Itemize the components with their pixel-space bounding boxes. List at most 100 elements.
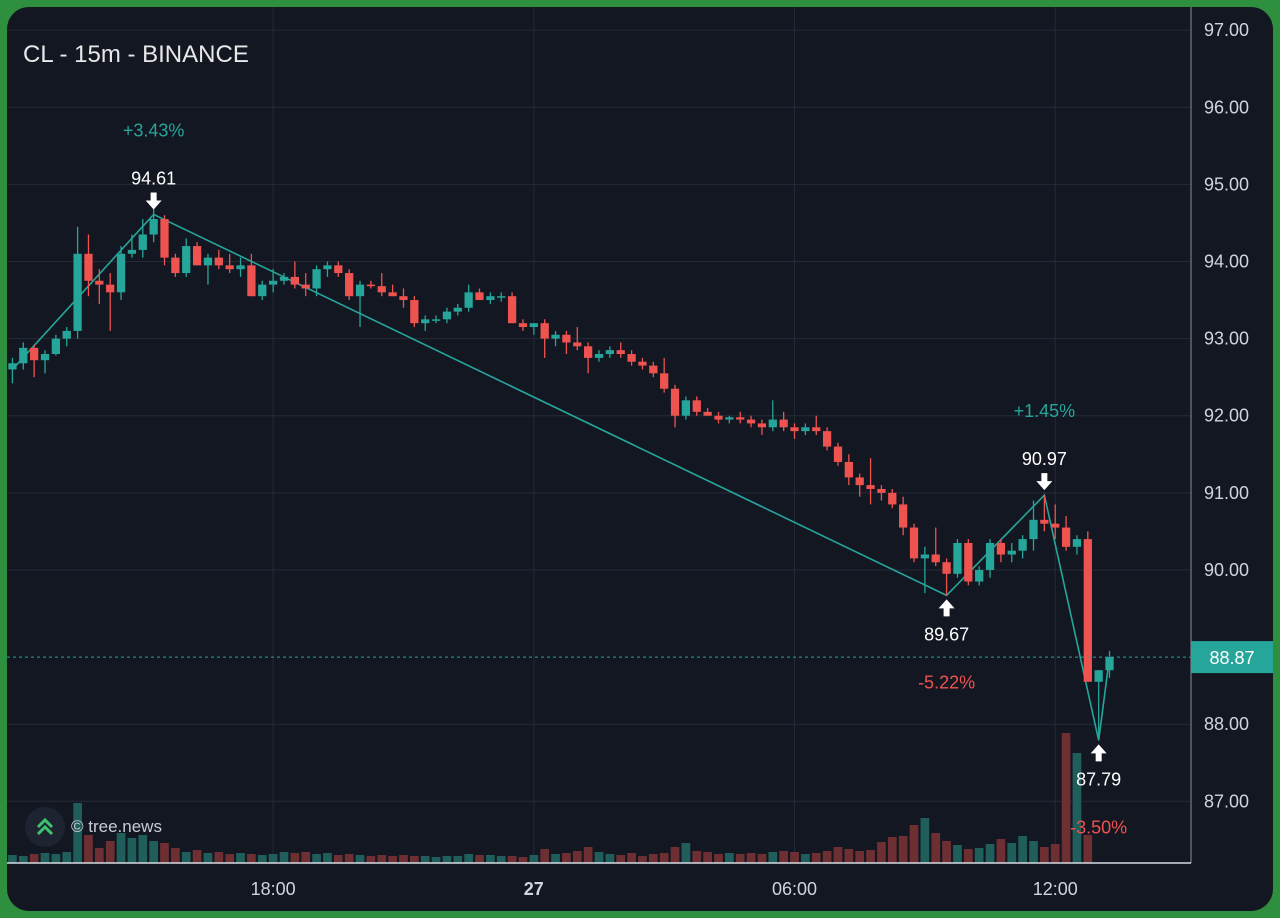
candle-body <box>377 286 386 293</box>
volume-bar <box>388 856 397 863</box>
candle-body <box>8 363 17 370</box>
volume-bar <box>594 852 604 863</box>
candle-body <box>975 569 984 582</box>
candle-body <box>95 280 104 285</box>
candle-body <box>1061 527 1071 547</box>
volume-bar <box>1050 844 1060 863</box>
candle-body <box>540 323 549 339</box>
candle-body <box>638 361 647 366</box>
volume-bar <box>768 852 778 863</box>
candle-body <box>182 246 191 274</box>
volume-bar <box>844 849 854 863</box>
volume-bar <box>801 854 810 863</box>
candle-body <box>877 488 886 493</box>
candle-body <box>323 265 332 270</box>
candle-body <box>616 350 625 355</box>
volume-bar <box>420 856 430 863</box>
candle-body <box>312 269 321 289</box>
volume-bar <box>160 843 169 863</box>
volume-bar <box>94 848 104 863</box>
candle-body <box>421 319 430 324</box>
volume-bar <box>518 857 528 863</box>
volume-bar <box>344 854 354 863</box>
volume-bar <box>942 841 951 863</box>
candle-body <box>106 284 115 293</box>
x-tick-label: 06:00 <box>772 879 817 899</box>
candle-body <box>725 417 734 420</box>
volume-bar <box>323 853 332 863</box>
chart-frame: 94.61 +3.43% 89.67 -5.22% 90.97 +1.45% 87.79 -3… <box>7 7 1273 911</box>
candle-body <box>279 276 289 281</box>
volume-bar <box>779 851 789 863</box>
volume-bar <box>51 854 61 863</box>
volume-bar <box>507 856 517 863</box>
volume-bar <box>442 856 452 863</box>
candle-body <box>171 257 180 274</box>
candle-body <box>62 330 71 339</box>
volume-bar <box>877 842 886 863</box>
y-tick-label: 88.00 <box>1204 714 1249 734</box>
volume-bar <box>920 818 930 863</box>
volume-bar <box>73 803 82 863</box>
volume-bar <box>149 841 158 863</box>
candle-body <box>985 542 995 570</box>
candle-body <box>236 265 245 270</box>
candle-body <box>84 253 93 281</box>
volume-bar <box>29 854 39 863</box>
volume-bar <box>399 855 408 863</box>
volume-bar <box>40 853 50 863</box>
pivot-low-label: 89.67 <box>924 624 969 644</box>
volume-bar <box>464 854 473 863</box>
volume-bar <box>290 853 300 863</box>
candle-body <box>1007 550 1016 555</box>
volume-bar <box>301 852 311 863</box>
volume-bar <box>1007 843 1017 863</box>
candle-body <box>964 542 973 582</box>
volume-bar <box>84 835 93 863</box>
candle-body <box>1083 539 1092 682</box>
candle-body <box>497 296 506 298</box>
candle-body <box>779 419 788 428</box>
last-price-badge <box>1191 641 1273 674</box>
candle-body <box>627 354 636 362</box>
pivot-pct-label: +3.43% <box>123 120 185 140</box>
candle-body <box>334 265 343 274</box>
volume-bar <box>790 852 799 863</box>
volume-bar <box>583 847 593 863</box>
candle-body <box>703 411 712 416</box>
candle-body <box>584 346 593 358</box>
volume-bar <box>627 853 636 863</box>
pivot-pct-label: -5.22% <box>918 672 975 692</box>
candle-body <box>410 300 419 324</box>
candle-body <box>160 219 169 258</box>
candle-body <box>258 284 267 297</box>
candle-body <box>225 265 234 270</box>
candle-body <box>442 311 452 320</box>
candle-body <box>746 419 756 424</box>
volume-bar <box>8 855 17 863</box>
volume-bar <box>127 838 137 863</box>
candle-body <box>138 234 147 250</box>
volume-bar <box>377 855 387 863</box>
candle-body <box>757 423 767 428</box>
candle-body <box>345 273 354 297</box>
candle-body <box>692 400 701 412</box>
volume-bar <box>822 851 832 863</box>
watermark-text: © tree.news <box>71 817 162 836</box>
candle-body <box>464 292 473 308</box>
volume-bar <box>985 844 995 863</box>
candle-body <box>149 219 158 235</box>
volume-bar <box>963 849 973 863</box>
volume-bar <box>214 852 224 863</box>
candle-body <box>790 427 799 432</box>
candle-body <box>660 373 669 389</box>
price-chart[interactable]: 94.61 +3.43% 89.67 -5.22% 90.97 +1.45% 87.79 -3… <box>7 7 1273 911</box>
candle-body <box>899 504 908 528</box>
candle-body <box>355 284 365 297</box>
x-tick-label: 18:00 <box>251 879 296 899</box>
volume-bar <box>247 854 256 863</box>
candle-body <box>290 276 299 285</box>
volume-bar <box>18 856 28 863</box>
volume-bar <box>735 854 745 863</box>
candle-body <box>507 296 517 324</box>
